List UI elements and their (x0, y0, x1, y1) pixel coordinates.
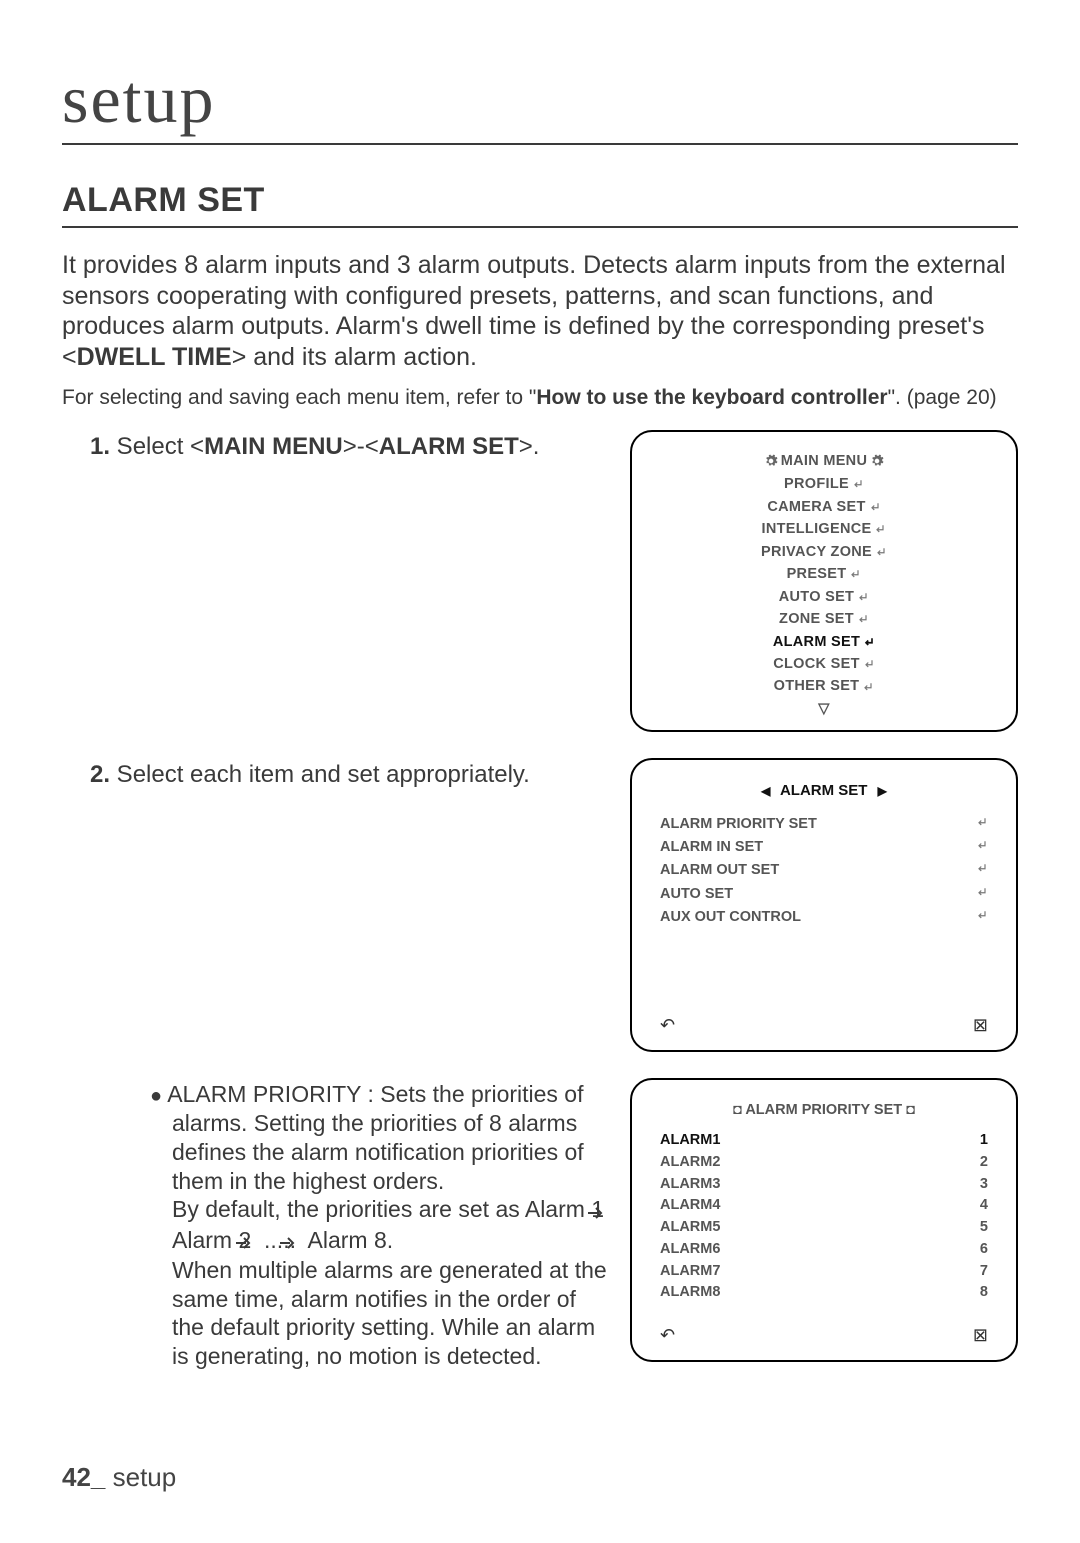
step1-b1: MAIN MENU (204, 433, 343, 460)
bullet-text-a: ALARM PRIORITY : Sets the priorities of … (167, 1081, 610, 1222)
close-icon: ⊠ (973, 1015, 988, 1036)
priority-row: ALARM11 (660, 1130, 988, 1152)
step1-mid: >-< (343, 433, 379, 460)
priority-row: ALARM77 (660, 1261, 988, 1283)
subnote-a: For selecting and saving each menu item,… (62, 386, 536, 409)
step2-num: 2. (90, 761, 110, 788)
left-tri-icon: ◀ (761, 784, 770, 798)
priority-row: ALARM55 (660, 1217, 988, 1239)
step1-b2: ALARM SET (379, 433, 519, 460)
step1-a: Select < (110, 433, 204, 460)
alarm-set-title-row: ◀ ALARM SET ▶ (660, 782, 988, 799)
step-1: 1. Select <MAIN MENU>-<ALARM SET>. (62, 432, 612, 463)
priority-title: ALARM PRIORITY SET (745, 1102, 902, 1118)
main-menu-title-row: MAIN MENU (632, 450, 1016, 473)
priority-bottom-icons: ↶ ⊠ (660, 1325, 988, 1346)
main-menu-item: CLOCK SET (773, 653, 874, 675)
chapter-title: setup (62, 60, 1018, 145)
page-footer: 42_ setup (62, 1462, 176, 1493)
right-tri-icon: ▶ (878, 784, 887, 798)
step1-end: >. (519, 433, 540, 460)
subnote-bold: How to use the keyboard controller (536, 386, 887, 409)
bullet-left: ● ALARM PRIORITY : Sets the priorities o… (62, 1078, 612, 1371)
alarm-priority-bullet: ● ALARM PRIORITY : Sets the priorities o… (62, 1080, 612, 1371)
main-menu-item: INTELLIGENCE (762, 518, 887, 540)
bullet-row: ● ALARM PRIORITY : Sets the priorities o… (62, 1078, 1018, 1371)
alarm-set-item: AUX OUT CONTROL (660, 906, 988, 929)
back-icon: ↶ (660, 1015, 675, 1036)
step1-num: 1. (90, 433, 110, 460)
step2-left: 2. Select each item and set appropriatel… (62, 758, 612, 791)
alarm-set-item: ALARM OUT SET (660, 859, 988, 882)
alarm-set-bottom-icons: ↶ ⊠ (660, 1015, 988, 1036)
intro-bold: DWELL TIME (77, 343, 232, 371)
alarm-set-panel: ◀ ALARM SET ▶ ALARM PRIORITY SETALARM IN… (630, 758, 1018, 1052)
gear-icon (870, 454, 884, 468)
step2-text: Select each item and set appropriately. (110, 761, 530, 788)
main-menu-item: OTHER SET (774, 675, 875, 697)
intro-text-b: > and its alarm action. (232, 343, 477, 371)
main-menu-item: PRIVACY ZONE (761, 541, 887, 563)
close-icon: ⊠ (973, 1325, 988, 1346)
step-2: 2. Select each item and set appropriatel… (62, 760, 612, 791)
main-menu-item: ZONE SET (779, 608, 869, 630)
alarm-set-item: ALARM IN SET (660, 836, 988, 859)
gear-icon (764, 454, 778, 468)
priority-row: ALARM66 (660, 1239, 988, 1261)
main-menu-item: PROFILE (784, 473, 864, 495)
bullet-dot: ● (150, 1085, 162, 1107)
main-menu-item: CAMERA SET (767, 496, 880, 518)
title-mark-left: ◘ (733, 1102, 742, 1118)
main-menu-title-text: MAIN MENU (781, 450, 867, 472)
priority-row: ALARM88 (660, 1282, 988, 1304)
priority-row: ALARM33 (660, 1174, 988, 1196)
priority-row: ALARM22 (660, 1152, 988, 1174)
section-title: ALARM SET (62, 181, 1018, 228)
priority-row: ALARM44 (660, 1195, 988, 1217)
step1-row: 1. Select <MAIN MENU>-<ALARM SET>. MAIN … (62, 430, 1018, 732)
step2-row: 2. Select each item and set appropriatel… (62, 758, 1018, 1052)
alarm-set-item: AUTO SET (660, 883, 988, 906)
main-menu-item: ALARM SET (773, 631, 875, 653)
main-menu-panel: MAIN MENU PROFILECAMERA SETINTELLIGENCEP… (630, 430, 1018, 732)
page-number: 42_ (62, 1462, 105, 1492)
subnote-b: ". (page 20) (888, 386, 997, 409)
alarm-set-item: ALARM PRIORITY SET (660, 813, 988, 836)
footer-text: setup (105, 1462, 176, 1492)
intro-paragraph: It provides 8 alarm inputs and 3 alarm o… (62, 250, 1018, 372)
alarm-priority-panel: ◘ ALARM PRIORITY SET ◘ ALARM11ALARM22ALA… (630, 1078, 1018, 1362)
sub-note: For selecting and saving each menu item,… (62, 386, 1018, 410)
main-menu-title: MAIN MENU (764, 450, 884, 472)
back-icon: ↶ (660, 1325, 675, 1346)
title-mark-right: ◘ (906, 1102, 915, 1118)
main-menu-item: PRESET (787, 563, 862, 585)
step1-left: 1. Select <MAIN MENU>-<ALARM SET>. (62, 430, 612, 463)
main-menu-item: AUTO SET (779, 586, 869, 608)
priority-title-row: ◘ ALARM PRIORITY SET ◘ (660, 1102, 988, 1118)
alarm-set-title: ALARM SET (780, 782, 868, 799)
main-menu-down: ▽ (632, 698, 1016, 720)
